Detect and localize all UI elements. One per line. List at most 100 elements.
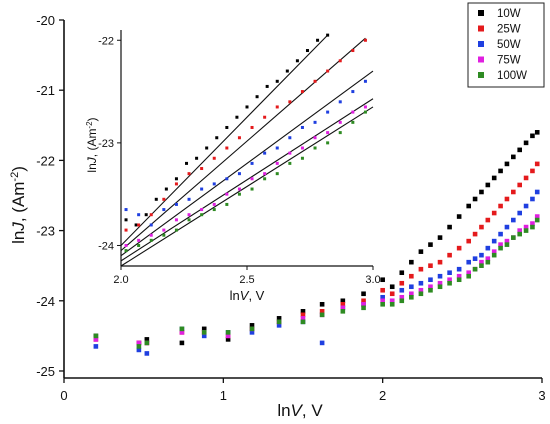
main-y-label-sup: -2 <box>9 172 21 182</box>
inset-point-25W <box>263 115 267 119</box>
inset-point-50W <box>187 197 191 201</box>
inset-point-100W <box>288 161 292 165</box>
inset-point-75W <box>212 202 216 206</box>
main-point-25W <box>517 182 522 188</box>
main-point-25W <box>491 210 497 216</box>
inset-point-100W <box>174 228 178 232</box>
main-point-50W <box>249 330 255 335</box>
inset-point-10W <box>215 136 219 140</box>
main-point-25W <box>428 263 433 268</box>
inset-point-75W <box>338 120 342 124</box>
inset-point-75W <box>263 172 267 176</box>
main-point-50W <box>498 231 503 237</box>
inset-point-50W <box>212 182 216 186</box>
inset-point-10W <box>275 79 279 83</box>
main-point-10W <box>523 140 529 146</box>
inset-x-label-unit: , V <box>248 288 264 303</box>
inset-fit-line-75W <box>120 98 374 262</box>
legend-label-50W: 50W <box>497 39 521 51</box>
main-point-100W <box>380 301 385 307</box>
inset-point-50W <box>338 100 342 104</box>
legend-marker-75W <box>478 56 484 63</box>
main-point-25W <box>399 280 405 286</box>
main-point-10W <box>361 291 366 297</box>
main-point-25W <box>409 273 414 279</box>
main-point-10W <box>399 270 405 276</box>
inset-point-10W <box>295 59 299 63</box>
main-point-75W <box>399 294 405 300</box>
inset-fit-line-100W <box>120 106 374 267</box>
main-point-100W <box>530 224 535 230</box>
main-point-100W <box>479 263 484 268</box>
main-point-100W <box>93 333 99 339</box>
main-point-100W <box>340 309 346 314</box>
inset-point-75W <box>124 243 128 247</box>
main-point-10W <box>225 337 231 342</box>
inset-point-100W <box>275 172 279 176</box>
main-point-50W <box>530 196 535 202</box>
inset-fit-line-10W <box>120 34 329 246</box>
main-point-25W <box>319 309 325 314</box>
main-point-50W <box>319 340 325 346</box>
inset-point-100W <box>200 213 204 217</box>
main-x-axis-label: lnV, V <box>277 401 323 420</box>
inset-point-100W <box>212 208 216 212</box>
main-x-tick-label: 2 <box>379 388 386 403</box>
main-point-25W <box>466 238 472 244</box>
inset-point-10W <box>134 223 138 227</box>
main-x-label-text: ln <box>277 401 290 420</box>
inset-point-10W <box>164 187 168 191</box>
main-point-10W <box>340 298 346 304</box>
main-point-100W <box>418 291 424 297</box>
inset-x-tick-label: 2.0 <box>113 274 128 286</box>
main-point-100W <box>361 305 366 311</box>
main-point-100W <box>300 319 306 325</box>
inset-point-50W <box>313 120 317 124</box>
inset-point-75W <box>288 151 292 155</box>
main-point-75W <box>491 249 497 254</box>
inset-point-10W <box>255 95 259 99</box>
inset-fit-lines <box>120 34 374 267</box>
inset-point-10W <box>195 156 199 160</box>
inset-point-100W <box>300 156 304 160</box>
main-y-label-var: J <box>9 222 28 232</box>
inset-point-75W <box>137 238 141 242</box>
inset-point-75W <box>351 110 355 114</box>
main-y-tick-label: -21 <box>36 83 55 98</box>
inset-point-10W <box>235 115 239 119</box>
inset-point-75W <box>300 146 304 150</box>
inset-point-25W <box>124 228 128 232</box>
main-point-50W <box>447 270 452 276</box>
main-point-50W <box>523 203 529 209</box>
inset-point-25W <box>250 125 254 129</box>
inset-x-label-var: V <box>240 288 250 303</box>
inset-data-points <box>124 33 367 253</box>
main-point-10W <box>498 168 503 174</box>
inset-point-50W <box>288 136 292 140</box>
inset-point-100W <box>351 120 355 124</box>
main-point-25W <box>300 312 306 318</box>
inset-point-75W <box>237 187 241 191</box>
inset-point-25W <box>225 146 229 150</box>
main-point-10W <box>530 133 535 139</box>
inset-point-75W <box>313 136 317 140</box>
main-point-75W <box>340 305 346 311</box>
inset-point-50W <box>149 223 153 227</box>
inset-point-25W <box>149 213 153 217</box>
main-x-tick-label: 3 <box>538 388 545 403</box>
inset-point-10W <box>245 105 249 109</box>
main-point-100W <box>409 294 414 300</box>
main-point-25W <box>511 189 516 195</box>
main-point-100W <box>517 231 522 237</box>
inset-point-50W <box>225 177 229 181</box>
main-point-10W <box>300 309 306 314</box>
main-point-50W <box>456 266 462 272</box>
main-point-50W <box>144 351 150 356</box>
main-point-75W <box>136 340 142 346</box>
main-point-50W <box>399 287 405 293</box>
main-y-tick-label: -24 <box>36 294 55 309</box>
main-point-100W <box>491 252 497 258</box>
inset-point-25W <box>351 49 355 53</box>
legend-label-10W: 10W <box>497 8 521 20</box>
inset-y-ticks: -22 -23 -24 <box>98 35 121 252</box>
